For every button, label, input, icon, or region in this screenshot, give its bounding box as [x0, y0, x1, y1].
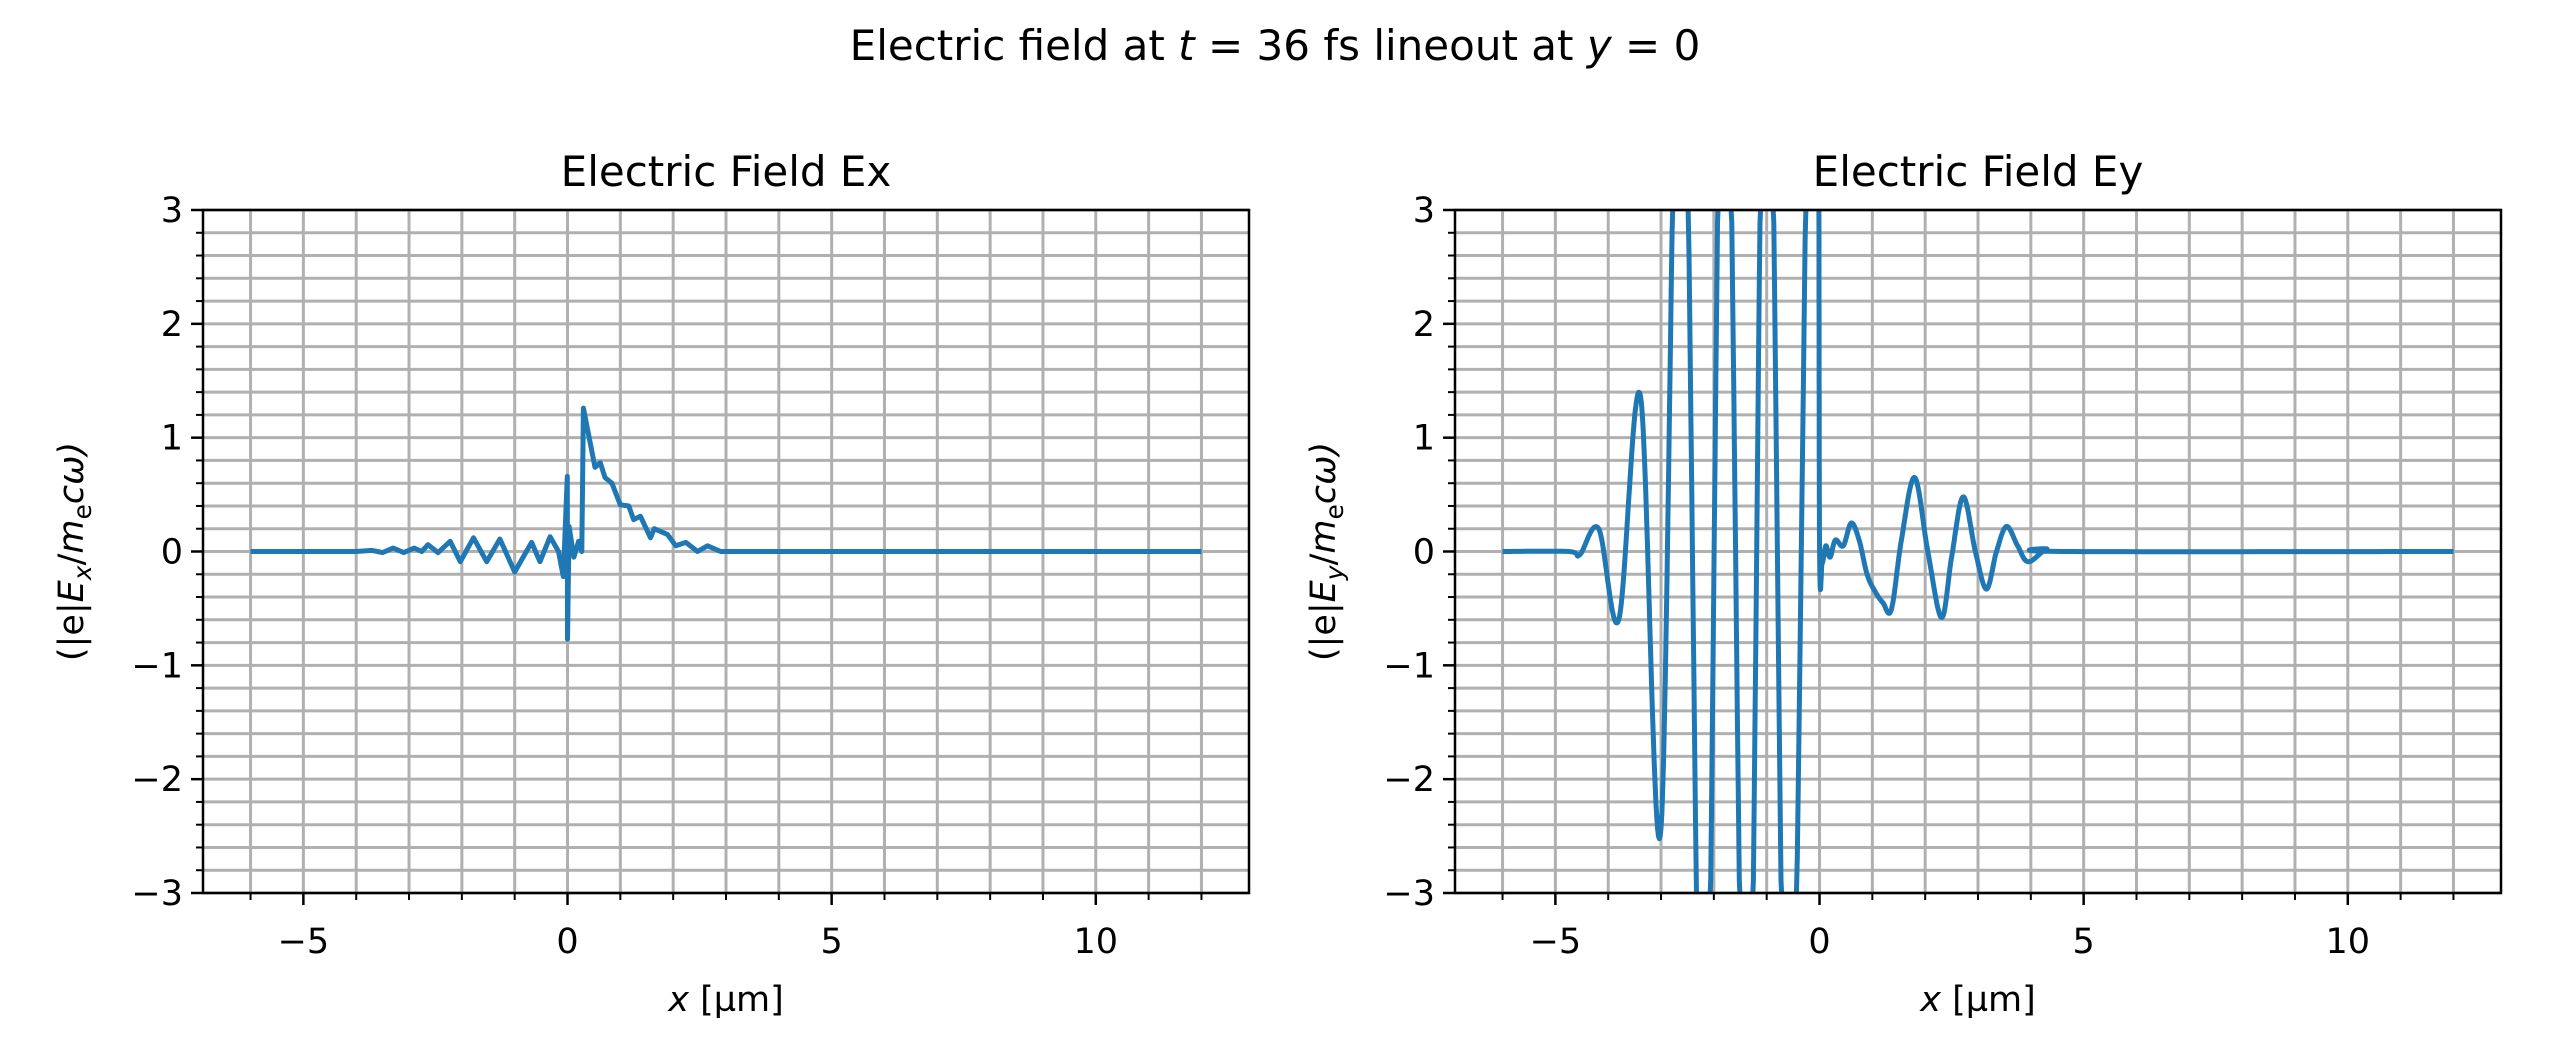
y-tick-label: 2: [161, 305, 183, 345]
y-axis-label: (|e|Ex/mecω): [52, 442, 97, 661]
y-label-e: E: [1304, 579, 1344, 602]
y-tick-label: 0: [161, 533, 183, 573]
y-label-open: (|e|: [1304, 602, 1344, 661]
y-tick-label: −1: [131, 646, 183, 686]
x-label-unit: [µm]: [1941, 980, 2036, 1020]
subplot-title: Electric Field Ey: [1813, 147, 2144, 196]
y-label-slash: /: [52, 553, 92, 565]
y-tick-label: 1: [1413, 419, 1435, 459]
series-line: [1501, 210, 2454, 893]
y-label-open: (|e|: [52, 602, 92, 661]
y-tick-label: −2: [1383, 760, 1435, 800]
x-tick-label: −5: [278, 922, 330, 962]
y-label-m: m: [1304, 520, 1344, 554]
y-label-slash: /: [1304, 553, 1344, 565]
y-label-msub: e: [68, 504, 97, 519]
subplot-title: Electric Field Ex: [561, 147, 892, 196]
series-line: [250, 405, 1202, 642]
x-tick-label: −5: [1530, 922, 1582, 962]
x-tick-label: 0: [1808, 922, 1830, 962]
y-label-rest: cω): [52, 442, 92, 504]
y-label-sub: x: [68, 565, 97, 581]
x-label-var: x: [1919, 980, 1941, 1020]
x-label-var: x: [667, 980, 689, 1020]
y-tick-label: 3: [161, 191, 183, 231]
x-tick-label: 5: [2073, 922, 2095, 962]
x-axis-label: x [µm]: [1919, 980, 2036, 1020]
y-axis-label: (|e|Ey/mecω): [1304, 442, 1349, 661]
x-tick-label: 10: [2326, 922, 2371, 962]
y-label-rest: cω): [1304, 442, 1344, 504]
y-tick-label: −3: [131, 874, 183, 914]
y-label-m: m: [52, 520, 92, 554]
subplot-ey: −5 0 5 10 −3 −2 −1 0 1 2 3 Electric Field Ey x [µm] (…: [1304, 147, 2503, 1020]
x-tick-label: 5: [821, 922, 843, 962]
x-axis-label: x [µm]: [667, 980, 784, 1020]
y-tick-label: −3: [1383, 874, 1435, 914]
x-label-unit: [µm]: [689, 980, 784, 1020]
y-tick-label: −1: [1383, 646, 1435, 686]
x-tick-label: 10: [1074, 922, 1119, 962]
y-tick-label: 0: [1413, 533, 1435, 573]
subplot-ex: −5 0 5 10 −3 −2 −1 0 1 2 3 Electric Field Ex x [µm] (…: [52, 147, 1251, 1020]
y-tick-label: 2: [1413, 305, 1435, 345]
y-tick-label: 1: [161, 419, 183, 459]
y-tick-label: 3: [1413, 191, 1435, 231]
figure-suptitle: Electric field at t = 36 fs lineout at y…: [850, 21, 1701, 70]
x-tick-label: 0: [556, 922, 578, 962]
y-label-e: E: [52, 579, 92, 602]
y-label-sub: y: [1320, 564, 1349, 581]
y-label-msub: e: [1320, 504, 1349, 519]
y-tick-label: −2: [131, 760, 183, 800]
